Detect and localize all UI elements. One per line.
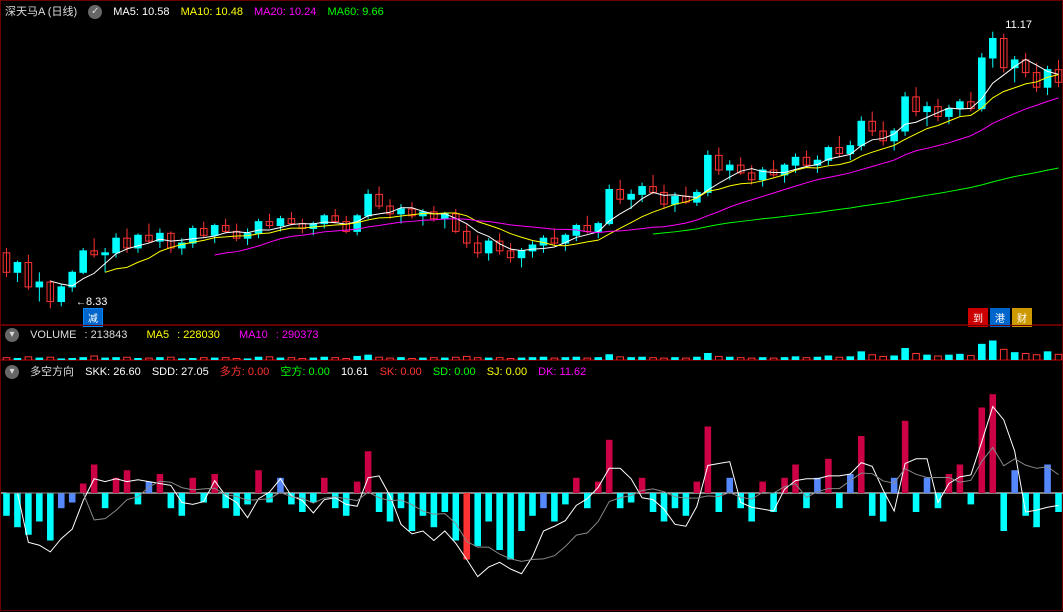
indicator-label: SK: 0.00 [380,366,422,378]
indicator-label: 空方: 0.00 [280,366,330,378]
ma-label: MA5: 10.58 [113,6,169,18]
volume-header: ▾ VOLUME: 213843 MA5: 228030 MA10: 29037… [5,328,335,342]
indicator-label: SKK: 26.60 [85,366,141,378]
indicator-svg [1,361,1063,612]
indicator-label: SD: 0.00 [433,366,476,378]
verified-icon: ✓ [88,5,102,19]
ma-label: MA60: 9.66 [327,6,383,18]
ma-label: MA10: 10.48 [181,6,243,18]
indicator-label: 10.61 [341,366,369,378]
volume-chart-panel[interactable]: ▾ VOLUME: 213843 MA5: 228030 MA10: 29037… [0,325,1063,360]
main-chart-header: 深天马A (日线) ✓ MA5: 10.58 MA10: 10.48 MA20:… [5,3,400,19]
price-high-annotation: 11.17 [1005,19,1032,31]
candlestick-chart-panel[interactable]: 深天马A (日线) ✓ MA5: 10.58 MA10: 10.48 MA20:… [0,0,1063,325]
indicator-chart-panel[interactable]: ▾ 多空方向 SKK: 26.60 SDD: 27.05 多方: 0.00 空方… [0,360,1063,611]
indicator-label: 多方: 0.00 [220,366,270,378]
indicator-header: ▾ 多空方向 SKK: 26.60 SDD: 27.05 多方: 0.00 空方… [5,363,602,379]
ma-label: MA20: 10.24 [254,6,316,18]
collapse-icon[interactable]: ▾ [5,328,19,342]
collapse-icon[interactable]: ▾ [5,365,19,379]
indicator-label: SJ: 0.00 [487,366,527,378]
price-low-annotation: ←8.33 [76,296,107,308]
indicator-label: DK: 11.62 [538,366,586,378]
stock-title: 深天马A (日线) [5,6,77,18]
indicator-label: SDD: 27.05 [152,366,209,378]
candlestick-svg [1,1,1063,326]
